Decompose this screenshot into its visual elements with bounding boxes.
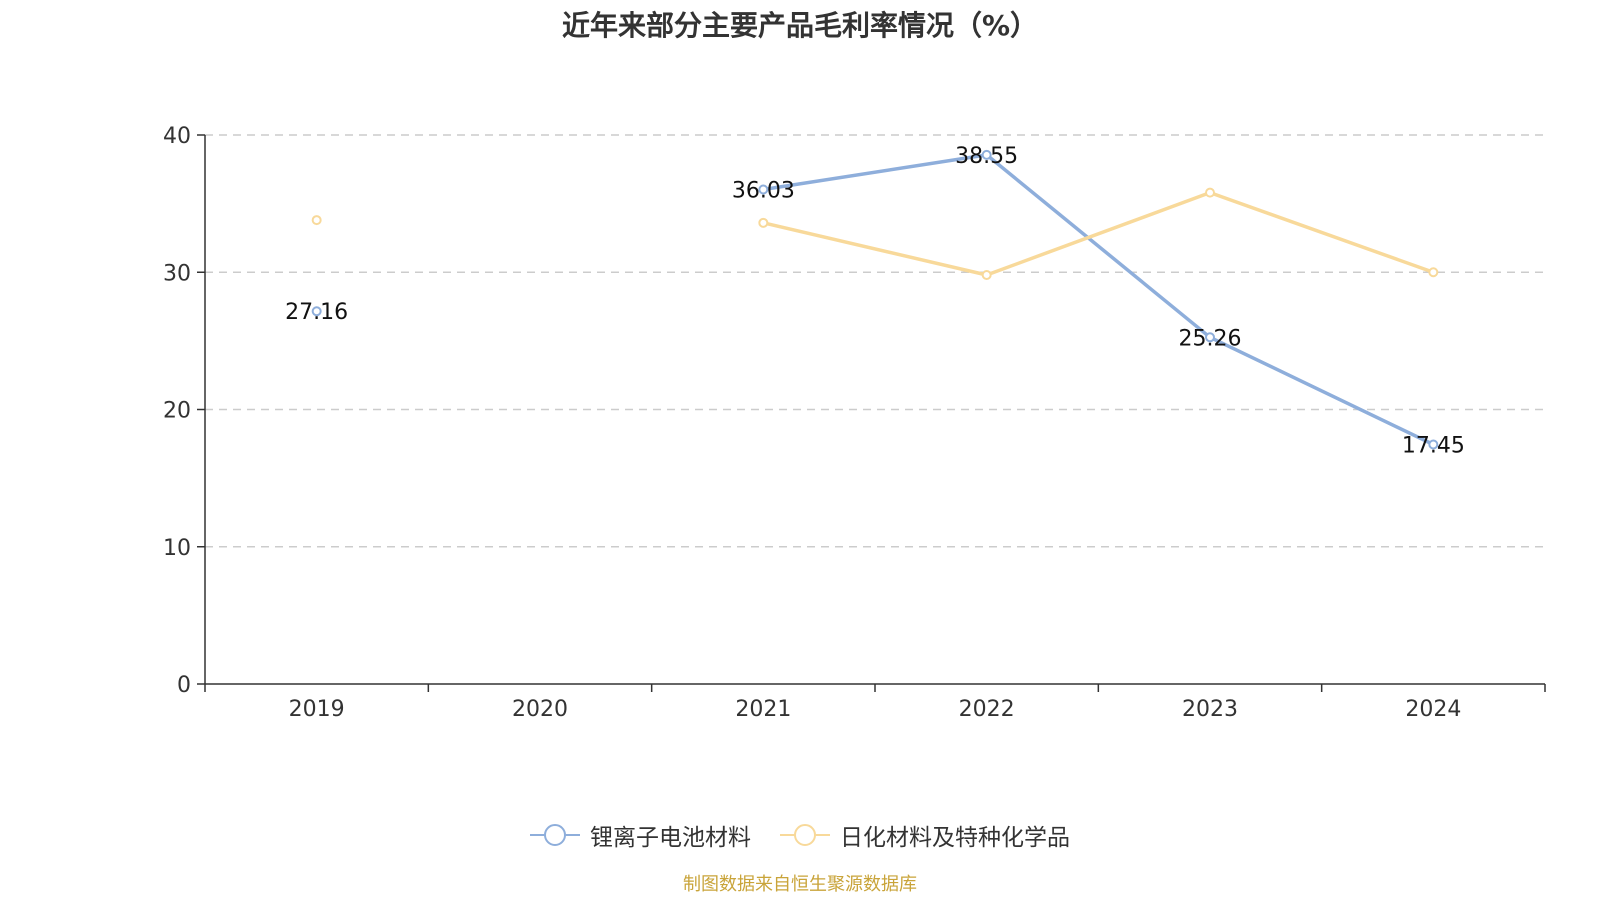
series-1-point xyxy=(1428,439,1439,450)
x-tick-label: 2024 xyxy=(1405,697,1461,722)
series-2-point xyxy=(981,269,992,280)
legend-label-series-1: 锂离子电池材料 xyxy=(589,825,751,851)
data-label: 27.16 xyxy=(285,300,348,325)
chart-title: 近年来部分主要产品毛利率情况（%） xyxy=(561,9,1039,42)
axes: 0 10 20 30 40 2019 2020 2021 2022 2023 2024 xyxy=(163,124,1546,722)
x-tick-label: 2023 xyxy=(1182,697,1238,722)
x-tick-label: 2021 xyxy=(735,697,791,722)
series-1-line xyxy=(763,153,1435,447)
series-lines xyxy=(311,149,1439,450)
data-label: 17.45 xyxy=(1402,433,1465,458)
legend-line-circle-icon xyxy=(780,824,831,846)
series-2-point xyxy=(1428,267,1439,278)
x-tick-label: 2019 xyxy=(289,697,345,722)
y-tick-label: 0 xyxy=(177,673,191,698)
x-tick-label: 2020 xyxy=(512,697,568,722)
data-labels: 27.16 36.03 38.55 25.26 17.45 xyxy=(285,144,1465,459)
source-note: 制图数据来自恒生聚源数据库 xyxy=(683,874,917,895)
series-2-point xyxy=(311,215,322,226)
series-1-point xyxy=(311,306,322,317)
series-2-point xyxy=(1205,187,1215,198)
legend: 锂离子电池材料 日化材料及特种化学品 xyxy=(0,818,1600,852)
series-1-point xyxy=(1205,332,1215,343)
data-label: 36.03 xyxy=(732,178,795,203)
series-2-line xyxy=(762,190,1434,277)
grid-lines xyxy=(205,134,1545,548)
legend-label-series-2: 日化材料及特种化学品 xyxy=(840,825,1071,851)
series-1-point xyxy=(758,184,769,195)
legend-item-series-1[interactable]: 锂离子电池材料 xyxy=(529,818,751,852)
series-1-point xyxy=(981,149,992,160)
legend-line-circle-icon xyxy=(529,824,580,846)
y-tick-label: 40 xyxy=(163,124,191,149)
x-tick-label: 2022 xyxy=(959,697,1015,722)
data-label: 38.55 xyxy=(955,144,1018,169)
legend-item-series-2[interactable]: 日化材料及特种化学品 xyxy=(780,818,1070,852)
series-2-point xyxy=(758,217,769,228)
data-label: 25.26 xyxy=(1179,326,1242,351)
y-tick-label: 20 xyxy=(163,399,191,424)
y-tick-label: 10 xyxy=(163,536,191,561)
y-tick-label: 30 xyxy=(163,261,191,286)
